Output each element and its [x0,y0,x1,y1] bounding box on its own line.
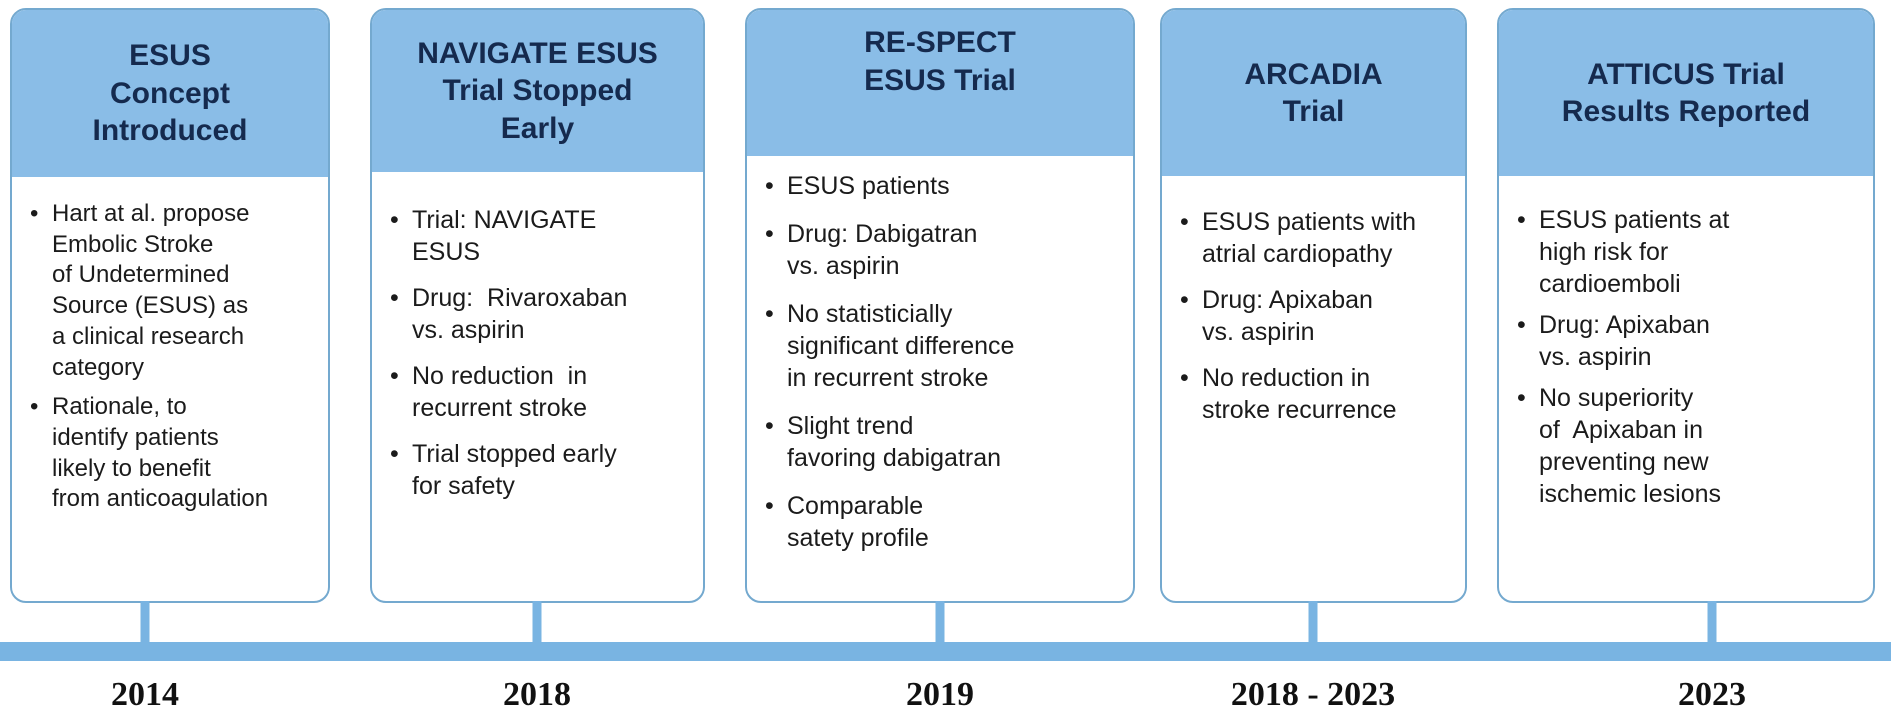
bullet-text: No statisticially significant difference… [787,300,1015,392]
bullet-text: Drug: Rivaroxaban vs. aspirin [412,284,628,344]
bullet-icon: • [1180,286,1189,314]
bullet-text: Comparable satety profile [787,492,929,552]
bullet-icon: • [1517,384,1526,412]
bullet-item: • Drug: Apixaban vs. aspirin [1178,284,1459,348]
bullet-item: • No superiority of Apixaban in preventin… [1515,382,1867,510]
card-body: • Trial: NAVIGATE ESUS • Drug: Rivaroxaban … [372,172,703,601]
card-body: • ESUS patients • Drug: Dabigatran vs. aspi… [747,156,1133,601]
bullet-icon: • [765,172,774,200]
bullet-item: • ESUS patients [763,170,1127,202]
bullet-icon: • [1180,364,1189,392]
bullet-icon: • [30,393,39,421]
timeline-connector [532,601,542,643]
bullet-item: • ESUS patients at high risk for cardioem… [1515,204,1867,300]
card-body: • ESUS patients with atrial cardiopathy • D… [1162,176,1465,601]
bullet-item: • Rationale, to identify patients likely … [28,392,322,515]
bullet-text: Trial: NAVIGATE ESUS [412,206,597,266]
bullet-icon: • [390,206,399,234]
card-body: • ESUS patients at high risk for cardioem… [1499,176,1873,601]
bullet-text: Slight trend favoring dabigatran [787,412,1002,472]
card-title: ARCADIA Trial [1162,10,1465,176]
timeline-year-label: 2018 - 2023 [1230,676,1396,713]
bullet-item: • No reduction in stroke recurrence [1178,362,1459,426]
bullet-item: • Trial stopped early for safety [388,438,697,502]
bullet-item: • Hart at al. propose Embolic Stroke of U… [28,199,322,383]
bullet-text: No reduction in recurrent stroke [412,362,588,422]
bullet-icon: • [765,300,774,328]
timeline-year-label: 2019 [906,676,974,713]
timeline-card: ESUS Concept Introduced • Hart at al. pro… [10,8,330,603]
bullet-icon: • [390,362,399,390]
bullet-item: • Drug: Rivaroxaban vs. aspirin [388,282,697,346]
timeline-card: RE-SPECT ESUS Trial • ESUS patients • Drug:… [745,8,1135,603]
bullet-text: Drug: Apixaban vs. aspirin [1202,286,1373,346]
card-title: ATTICUS Trial Results Reported [1499,10,1873,176]
bullet-text: Hart at al. propose Embolic Stroke of Un… [52,200,250,381]
bullet-icon: • [1517,206,1526,234]
card-title: NAVIGATE ESUS Trial Stopped Early [372,10,703,172]
bullet-icon: • [765,492,774,520]
timeline-card: NAVIGATE ESUS Trial Stopped Early • Trial… [370,8,705,603]
bullet-icon: • [390,284,399,312]
bullet-text: Rationale, to identify patients likely t… [52,393,269,513]
bullet-text: No reduction in stroke recurrence [1202,364,1397,424]
bullet-item: • Drug: Dabigatran vs. aspirin [763,218,1127,282]
bullet-text: Drug: Apixaban vs. aspirin [1539,311,1710,371]
bullet-item: • Comparable satety profile [763,490,1127,554]
bullet-icon: • [390,440,399,468]
bullet-text: ESUS patients with atrial cardiopathy [1202,208,1416,268]
timeline-card: ATTICUS Trial Results Reported • ESUS pat… [1497,8,1875,603]
bullet-icon: • [765,220,774,248]
bullet-item: • No statisticially significant differenc… [763,298,1127,394]
bullet-icon: • [30,200,39,227]
bullet-item: • Drug: Apixaban vs. aspirin [1515,309,1867,373]
bullet-text: ESUS patients [787,172,950,200]
card-body: • Hart at al. propose Embolic Stroke of U… [12,177,328,601]
bullet-icon: • [1517,311,1526,339]
timeline-connector [1308,601,1318,643]
bullet-item: • ESUS patients with atrial cardiopathy [1178,206,1459,270]
bullet-item: • No reduction in recurrent stroke [388,360,697,424]
bullet-icon: • [1180,208,1189,236]
timeline-connector [140,601,150,643]
bullet-text: Trial stopped early for safety [412,440,617,500]
timeline-bar [0,642,1891,661]
timeline-connector [1707,601,1717,643]
timeline-year-label: 2018 [503,676,571,713]
bullet-text: Drug: Dabigatran vs. aspirin [787,220,978,280]
timeline-connector [935,601,945,643]
timeline-card: ARCADIA Trial • ESUS patients with atrial… [1160,8,1467,603]
bullet-item: • Trial: NAVIGATE ESUS [388,204,697,268]
timeline-year-label: 2014 [111,676,179,713]
bullet-icon: • [765,412,774,440]
bullet-text: ESUS patients at high risk for cardioemb… [1539,206,1730,298]
card-title: ESUS Concept Introduced [12,10,328,177]
timeline-year-label: 2023 [1678,676,1746,713]
card-title: RE-SPECT ESUS Trial [747,10,1133,156]
bullet-item: • Slight trend favoring dabigatran [763,410,1127,474]
bullet-text: No superiority of Apixaban in preventing… [1539,384,1722,508]
